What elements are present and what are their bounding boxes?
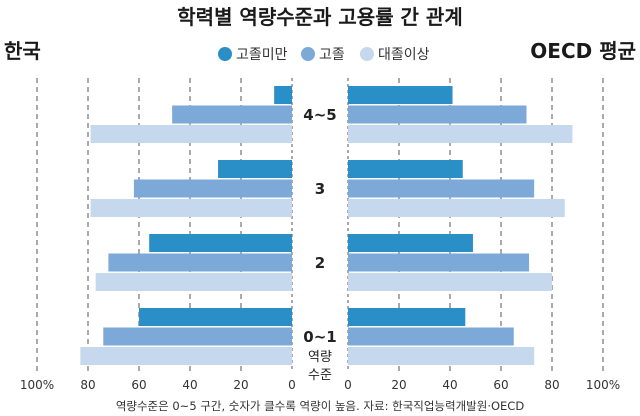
tick-label-right: 20	[391, 378, 406, 392]
bar-korea-고졸-3	[133, 179, 292, 198]
bars	[80, 86, 573, 365]
bar-oecd-대졸이상-4~5	[348, 125, 573, 143]
bar-oecd-고졸-2	[348, 253, 530, 272]
bar-oecd-고졸미만-4~5	[348, 86, 453, 104]
tick-label-left: 80	[80, 378, 95, 392]
tick-label-left: 20	[233, 378, 248, 392]
bar-oecd-대졸이상-2	[348, 273, 552, 291]
x-axis-ticks: 100% 80 60 40 20 0 0 20 40 60 80 100%	[20, 378, 620, 392]
bar-korea-고졸미만-0~1	[139, 308, 292, 326]
category-labels: 4~5 3 2 0~1	[303, 106, 336, 346]
bar-korea-고졸-4~5	[172, 105, 292, 124]
tick-label-right: 60	[493, 378, 508, 392]
bar-korea-대졸이상-2	[95, 273, 293, 291]
bar-oecd-고졸미만-3	[348, 160, 463, 178]
bar-oecd-고졸-0~1	[348, 327, 514, 346]
bar-korea-고졸-2	[108, 253, 293, 272]
tick-label-right: 80	[544, 378, 559, 392]
tick-label-right: 100%	[586, 378, 620, 392]
tick-label-right: 40	[442, 378, 457, 392]
chart-title: 학력별 역량수준과 고용률 간 관계	[177, 5, 462, 29]
legend-label: 대졸이상	[378, 47, 430, 63]
category-label: 3	[315, 180, 325, 198]
bar-oecd-고졸-3	[348, 179, 535, 198]
source-note: 역량수준은 0~5 구간, 숫자가 클수록 역량이 높음. 자료: 한국직업능력…	[116, 399, 525, 413]
korea-label: 한국	[4, 39, 41, 63]
bar-korea-대졸이상-0~1	[80, 347, 292, 365]
bar-oecd-고졸-4~5	[348, 105, 527, 124]
legend: 고졸미만 고졸 대졸이상	[218, 47, 430, 63]
bar-korea-고졸미만-2	[149, 234, 292, 252]
category-label: 0~1	[303, 328, 336, 346]
y-axis-label-line1: 역량	[308, 350, 332, 365]
legend-swatch	[218, 47, 232, 61]
bar-oecd-대졸이상-3	[348, 199, 565, 217]
bar-korea-고졸-0~1	[103, 327, 292, 346]
oecd-label: OECD 평균	[530, 39, 636, 63]
bar-oecd-고졸미만-2	[348, 234, 473, 252]
bar-oecd-고졸미만-0~1	[348, 308, 466, 326]
bar-korea-대졸이상-4~5	[90, 125, 292, 143]
tick-label-left: 60	[131, 378, 146, 392]
category-label: 4~5	[303, 106, 336, 124]
bar-korea-대졸이상-3	[90, 199, 292, 217]
bar-oecd-대졸이상-0~1	[348, 347, 535, 365]
bar-korea-고졸미만-3	[218, 160, 292, 178]
legend-label: 고졸	[319, 47, 345, 63]
tick-label-left: 100%	[20, 378, 54, 392]
tick-label-left: 0	[288, 378, 296, 392]
legend-swatch	[360, 47, 374, 61]
category-label: 2	[315, 254, 325, 272]
tick-label-right: 0	[344, 378, 352, 392]
legend-swatch	[301, 47, 315, 61]
bar-korea-고졸미만-4~5	[274, 86, 292, 104]
legend-label: 고졸미만	[236, 47, 288, 63]
tick-label-left: 40	[182, 378, 197, 392]
y-axis-label-line2: 수준	[308, 368, 332, 383]
